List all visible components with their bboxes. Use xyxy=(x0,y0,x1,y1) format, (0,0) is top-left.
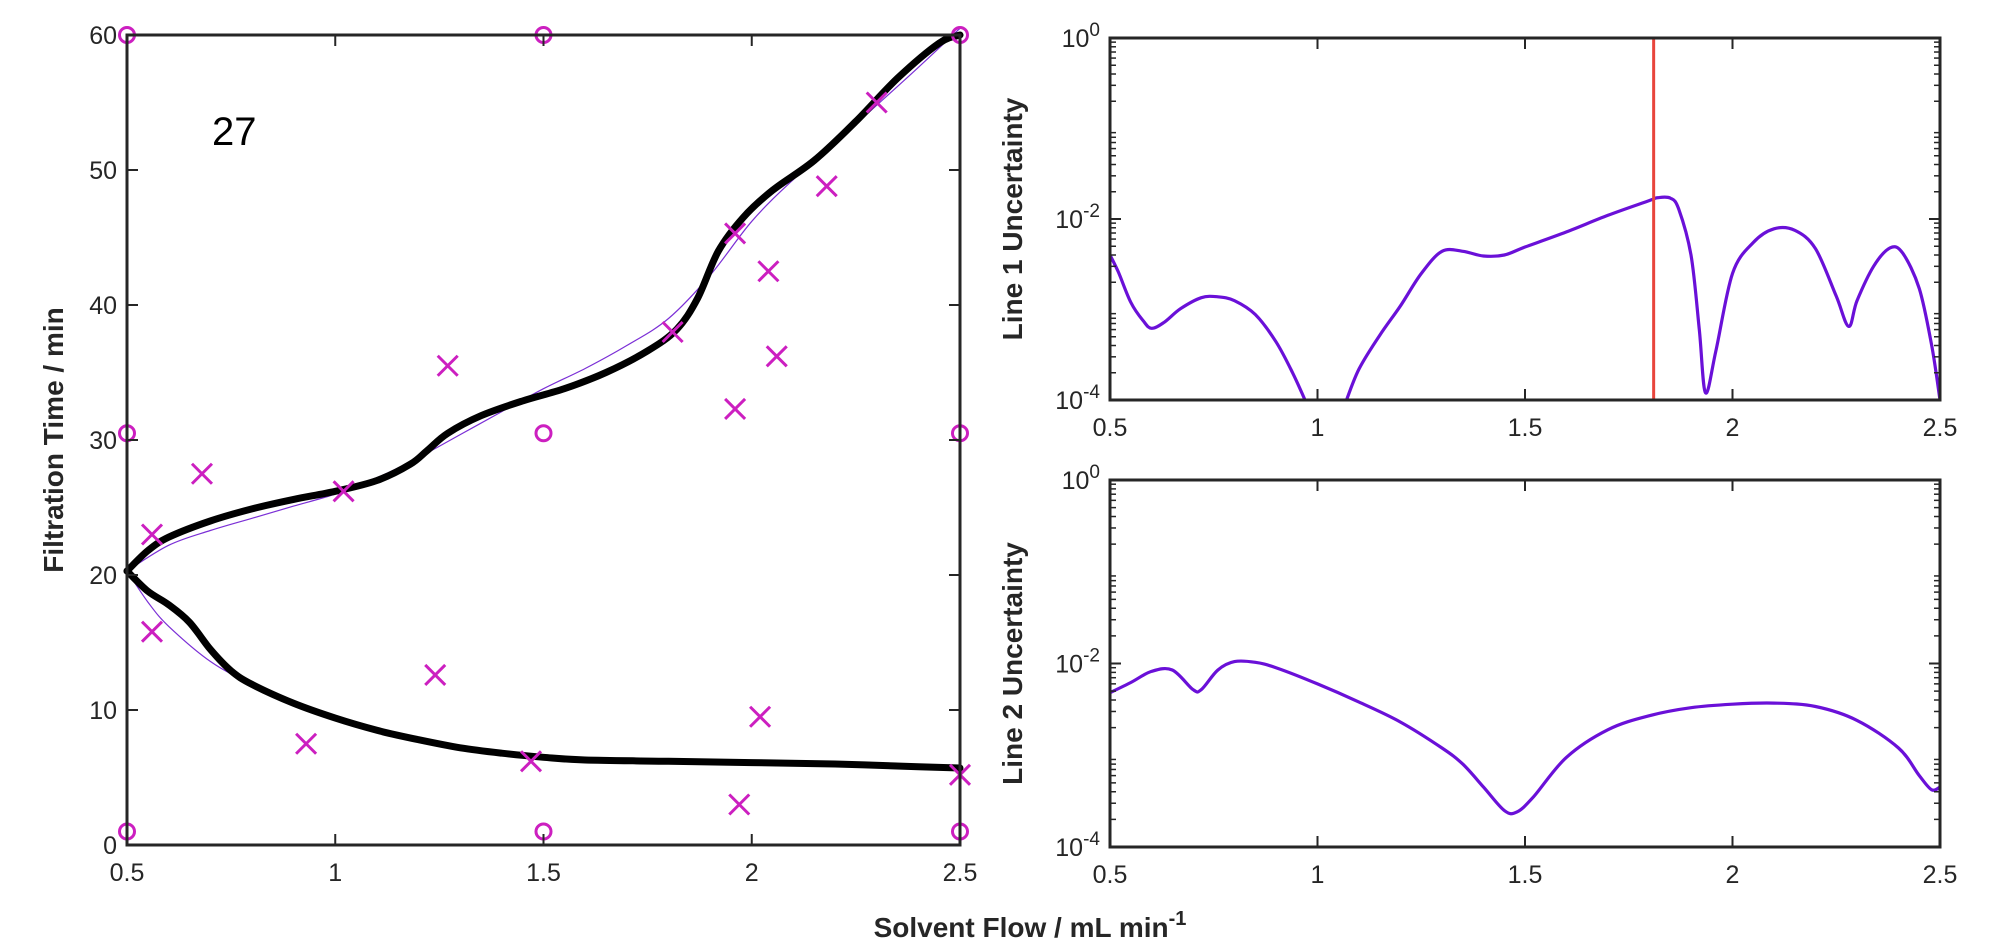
line1-y-tick-label: 10-4 xyxy=(1055,382,1100,415)
cross-marker xyxy=(724,222,747,245)
line2-y-tick-label: 100 xyxy=(1062,462,1100,495)
true-curve-lower xyxy=(126,570,961,768)
line1-uncertainty-line xyxy=(1110,254,1307,400)
line2-x-tick-label: 2 xyxy=(1726,861,1740,889)
line1-uncertainty-line xyxy=(1345,195,1940,400)
main-y-tick-label: 40 xyxy=(89,292,117,320)
circle-marker xyxy=(534,424,553,443)
line1-x-tick-label: 2.5 xyxy=(1923,414,1958,442)
main-y-axis-label: Filtration Time / min xyxy=(38,307,69,573)
main-y-tick-label: 10 xyxy=(89,697,117,725)
fit-curve-lower xyxy=(123,567,964,772)
line2-uncertainty-line xyxy=(1110,659,1940,816)
line2-x-tick-label: 2.5 xyxy=(1923,861,1958,889)
main-y-tick-label: 20 xyxy=(89,562,117,590)
main-x-tick-label: 1.5 xyxy=(526,859,561,887)
cross-marker xyxy=(749,705,772,728)
line1-y-tick-label: 10-2 xyxy=(1055,201,1100,234)
line1-axes-box xyxy=(1108,36,1942,402)
fit-curve-upper xyxy=(123,31,964,575)
line1-x-tick-label: 2 xyxy=(1726,414,1740,442)
line1-x-tick-label: 1 xyxy=(1311,414,1325,442)
line1-x-tick-label: 0.5 xyxy=(1093,414,1128,442)
line2-uncertainty-panel: 0.5 1 1.5 2 2.5 10-4 10-2 100 Line 2 Uncertainty xyxy=(997,462,1957,889)
cross-marker xyxy=(295,732,318,755)
cross-marker xyxy=(332,480,355,503)
cross-marker xyxy=(190,462,214,485)
annotation-label: 27 xyxy=(212,110,257,154)
line2-x-tick-label: 0.5 xyxy=(1093,861,1128,889)
main-y-tick-label: 60 xyxy=(89,22,117,50)
main-y-tick-label: 50 xyxy=(89,157,117,185)
cross-marker xyxy=(757,260,780,283)
cross-marker xyxy=(865,91,888,114)
cross-marker xyxy=(140,620,164,643)
cross-marker xyxy=(436,354,459,377)
x-axis-label-main: Solvent Flow / mL min xyxy=(874,912,1169,943)
line1-x-tick-label: 1.5 xyxy=(1508,414,1543,442)
main-x-tick-label: 2 xyxy=(745,859,759,887)
main-x-tick-label: 2.5 xyxy=(943,859,978,887)
cross-marker xyxy=(765,345,788,368)
line1-uncertainty-panel: 0.5 1 1.5 2 2.5 10-4 10-2 100 Line 1 Uncertainty xyxy=(997,20,1957,442)
main-y-tick-label: 0 xyxy=(103,832,117,860)
line2-x-tick-label: 1 xyxy=(1311,861,1325,889)
line1-y-tick-label: 100 xyxy=(1062,20,1100,53)
cross-marker xyxy=(728,793,751,816)
line2-y-axis-label: Line 2 Uncertainty xyxy=(997,542,1028,785)
cross-marker xyxy=(424,663,447,686)
cross-marker xyxy=(724,397,747,421)
cross-marker xyxy=(140,523,164,546)
line2-y-tick-label: 10-4 xyxy=(1055,829,1100,862)
line2-x-tick-label: 1.5 xyxy=(1508,861,1543,889)
main-chart-panel: 0.5 1 1.5 2 2.5 0 10 20 30 40 50 60 Filtration Time … xyxy=(38,22,977,887)
main-x-tick-label: 0.5 xyxy=(110,859,145,887)
shared-x-axis-label: Solvent Flow / mL min-1 xyxy=(874,908,1187,943)
cross-marker xyxy=(661,320,684,344)
cross-marker xyxy=(519,750,543,773)
x-axis-label-superscript: -1 xyxy=(1169,908,1187,930)
line2-y-tick-label: 10-2 xyxy=(1055,646,1100,679)
line1-y-axis-label: Line 1 Uncertainty xyxy=(997,97,1028,340)
line2-axes-box xyxy=(1108,478,1942,849)
main-y-tick-label: 30 xyxy=(89,427,117,455)
cross-marker xyxy=(815,175,838,198)
main-x-tick-label: 1 xyxy=(328,859,342,887)
